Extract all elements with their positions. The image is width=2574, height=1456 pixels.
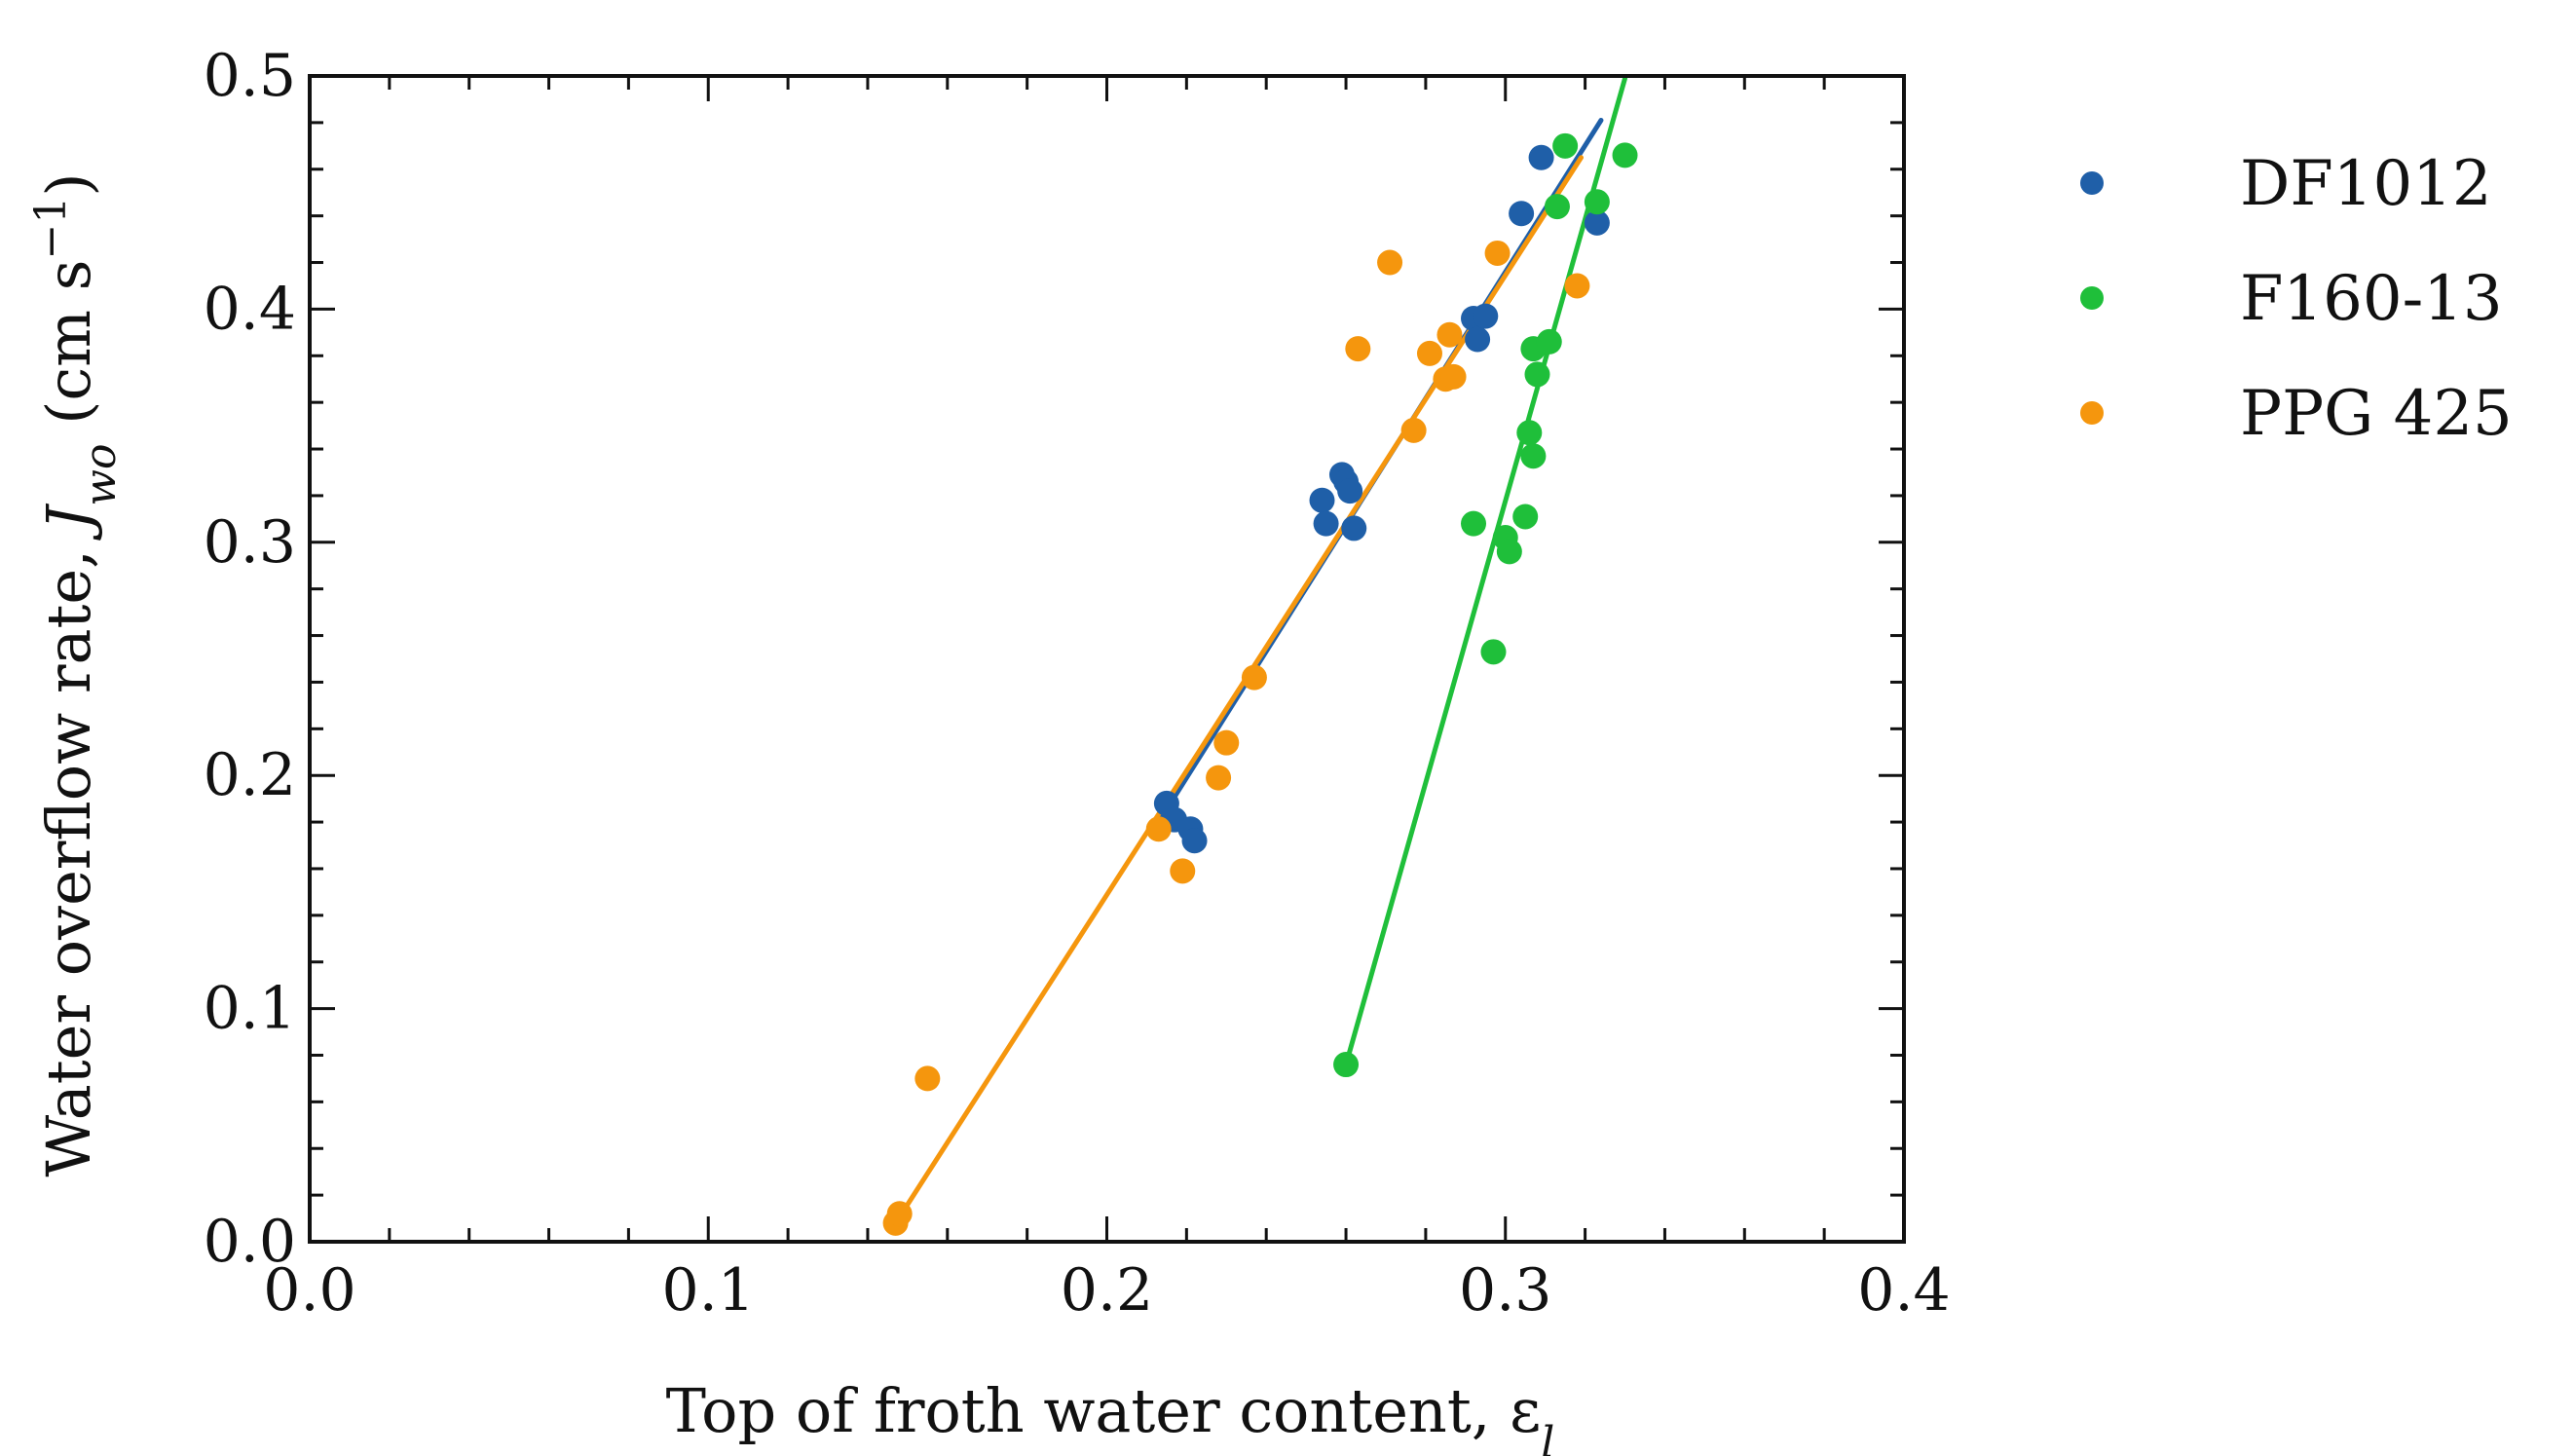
x-tick-label: 0.4 [1857,1256,1950,1325]
legend-label: DF1012 [2240,148,2492,220]
point-df1012 [1584,209,1610,236]
point-f160-13 [1496,539,1522,565]
legend-marker [2080,286,2104,310]
fit-lines [893,75,1628,1226]
point-f160-13 [1536,328,1562,355]
point-f160-13 [1520,443,1547,469]
point-f160-13 [1480,639,1507,665]
point-f160-13 [1524,361,1550,388]
point-f160-13 [1512,504,1539,530]
plot-frame [308,74,1906,1244]
point-ppg-425 [1400,417,1427,443]
point-ppg-425 [1416,340,1442,366]
point-f160-13 [1544,194,1570,220]
point-f160-13 [1516,420,1543,446]
data-points [882,132,1638,1236]
point-ppg-425 [1484,240,1511,266]
point-df1012 [1509,201,1535,227]
x-tick-labels: 0.0 0.1 0.2 0.3 0.4 [263,1256,1950,1325]
x-tick-label: 0.2 [1061,1256,1153,1325]
point-ppg-425 [1213,729,1240,756]
point-f160-13 [1552,132,1579,159]
x-tick-label: 0.1 [662,1256,755,1325]
major-ticks [308,74,1906,1244]
point-ppg-425 [1345,336,1371,362]
fit-line-f160-13 [1343,75,1628,1067]
y-tick-label: 0.0 [204,1208,296,1276]
point-ppg-425 [1241,664,1267,691]
legend-marker [2080,171,2104,195]
legend-label: PPG 425 [2240,378,2513,450]
y-tick-label: 0.5 [204,42,296,110]
point-ppg-425 [1436,321,1463,348]
y-tick-label: 0.3 [204,508,296,577]
point-df1012 [1465,326,1491,353]
point-ppg-425 [1440,363,1467,390]
x-tick-label: 0.3 [1459,1256,1551,1325]
y-axis-title: Water overflow rate, Jwo (cm s−1) [26,172,126,1176]
point-f160-13 [1461,510,1487,537]
point-df1012 [1473,303,1499,329]
point-f160-13 [1584,189,1610,215]
point-df1012 [1181,828,1208,854]
point-f160-13 [1333,1052,1360,1078]
y-tick-label: 0.4 [204,275,296,343]
point-ppg-425 [1170,858,1196,884]
minor-ticks [310,76,1904,1242]
point-ppg-425 [1377,249,1403,276]
point-ppg-425 [1564,273,1590,299]
legend-marker [2080,401,2104,425]
point-df1012 [1337,478,1363,504]
point-ppg-425 [1206,765,1232,791]
x-axis-title: Top of froth water content, εl [666,1375,1555,1456]
point-df1012 [1309,487,1335,513]
legend: DF1012 F160-13 PPG 425 [2080,148,2513,450]
point-f160-13 [1612,142,1638,168]
point-ppg-425 [1145,816,1172,842]
legend-label: F160-13 [2240,263,2503,335]
x-tick-label: 0.0 [263,1256,355,1325]
point-df1012 [1313,510,1339,537]
point-df1012 [1341,515,1367,541]
y-tick-label: 0.2 [204,741,296,809]
point-df1012 [1528,144,1554,170]
y-tick-label: 0.1 [204,975,296,1043]
point-ppg-425 [914,1065,941,1092]
y-tick-labels: 0.0 0.1 0.2 0.3 0.4 0.5 [204,42,296,1276]
point-ppg-425 [886,1201,913,1227]
